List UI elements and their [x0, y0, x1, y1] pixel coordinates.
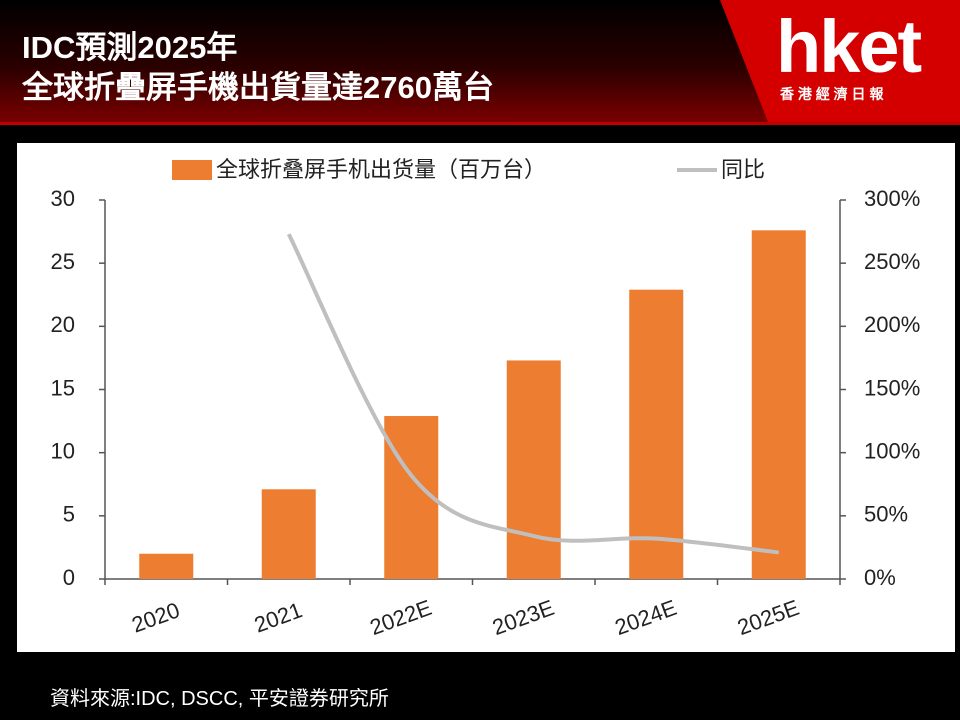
y-tick-label: 5 — [63, 502, 75, 527]
bar — [384, 416, 439, 579]
bar — [629, 289, 684, 579]
x-tick-label: 2021 — [251, 597, 306, 637]
legend-label: 全球折叠屏手机出货量（百万台） — [216, 157, 546, 182]
logo-tagline: 香 港 經 濟 日 報 — [780, 86, 884, 102]
y2-tick-label: 150% — [864, 375, 920, 400]
y2-tick-label: 200% — [864, 312, 920, 337]
y-tick-label: 30 — [51, 186, 75, 211]
legend-label: 同比 — [721, 157, 765, 182]
y2-tick-label: 300% — [864, 186, 920, 211]
title: IDC預測2025年 全球折疊屏手機出貨量達2760萬台 — [22, 28, 494, 108]
y2-tick-label: 250% — [864, 249, 920, 274]
line — [286, 233, 779, 555]
y-tick-label: 15 — [51, 375, 75, 400]
y2-tick-label: 100% — [864, 438, 920, 463]
x-tick-label: 2024E — [612, 595, 680, 640]
bar — [261, 489, 316, 579]
bar — [506, 360, 561, 579]
x-tick-label: 2025E — [734, 595, 802, 640]
y-tick-label: 10 — [51, 438, 75, 463]
title-line: IDC預測2025年 — [22, 30, 238, 65]
source: 資料來源:IDC, DSCC, 平安證券研究所 — [50, 688, 389, 710]
y-tick-label: 20 — [51, 312, 75, 337]
title-line: 全球折疊屏手機出貨量達2760萬台 — [22, 70, 494, 105]
bar — [751, 230, 806, 579]
header: IDC預測2025年 全球折疊屏手機出貨量達2760萬台 hket 香 港 經 … — [0, 0, 960, 125]
logo-name: hket — [776, 5, 922, 88]
x-tick-label: 2022E — [367, 595, 435, 640]
y2-tick-label: 50% — [864, 502, 908, 527]
x-tick-label: 2023E — [489, 595, 557, 640]
x-tick-label: 2020 — [128, 597, 183, 637]
legend-swatch — [172, 160, 212, 180]
bar — [139, 553, 194, 579]
logo: hket 香 港 經 濟 日 報 — [720, 0, 960, 122]
y-tick-label: 25 — [51, 249, 75, 274]
y-tick-label: 0 — [63, 565, 75, 590]
y2-tick-label: 0% — [864, 565, 896, 590]
